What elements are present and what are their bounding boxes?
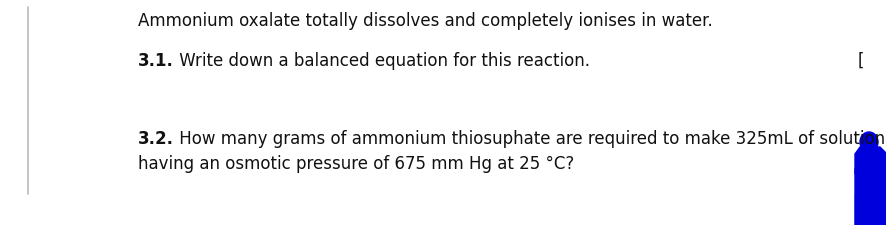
Text: [: [ bbox=[857, 52, 864, 70]
Polygon shape bbox=[859, 154, 877, 194]
Text: Ammonium oxalate totally dissolves and completely ionises in water.: Ammonium oxalate totally dissolves and c… bbox=[138, 12, 712, 30]
Polygon shape bbox=[859, 133, 877, 152]
Text: 3.1.: 3.1. bbox=[138, 52, 174, 70]
Text: having an osmotic pressure of 675 mm Hg at 25 °C?: having an osmotic pressure of 675 mm Hg … bbox=[138, 154, 573, 172]
Polygon shape bbox=[854, 194, 886, 225]
Polygon shape bbox=[854, 159, 886, 225]
Text: 3.2.: 3.2. bbox=[138, 129, 174, 147]
Text: Write down a balanced equation for this reaction.: Write down a balanced equation for this … bbox=[174, 52, 589, 70]
Text: How many grams of ammonium thiosuphate are required to make 325mL of solution: How many grams of ammonium thiosuphate a… bbox=[174, 129, 884, 147]
Polygon shape bbox=[854, 147, 886, 174]
